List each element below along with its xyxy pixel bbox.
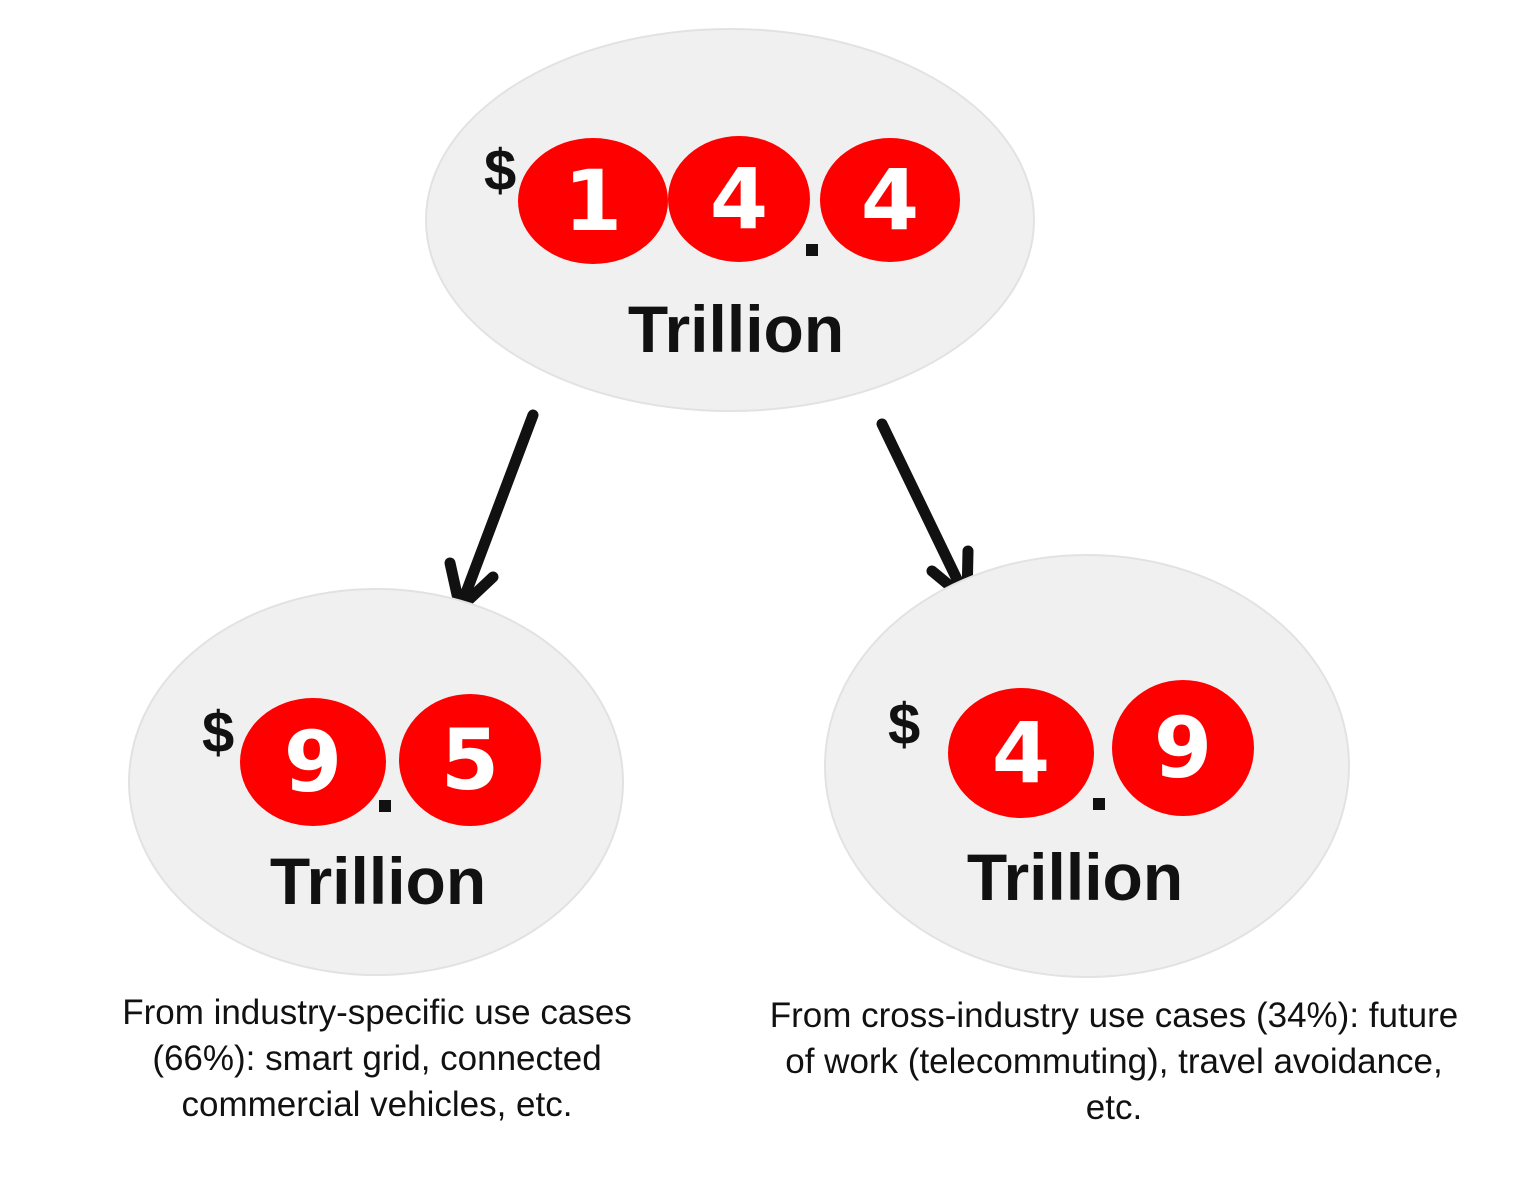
total-decimal-point [806,244,818,256]
arrow-total-to-left [444,409,539,619]
left-unit-label: Trillion [269,844,487,918]
right-unit-label: Trillion [966,840,1184,914]
total-digit-2: 4 [668,136,810,262]
right-currency-symbol: $ [888,692,921,757]
left-currency-symbol: $ [202,700,235,765]
right-caption: From cross-industry use cases (34%): fut… [769,996,1459,1128]
total-digit-1: 1 [518,138,668,264]
left-digit-2: 5 [399,694,541,826]
arrow-total-to-right [876,418,974,612]
right-decimal-point [1093,798,1105,810]
left-digit-1: 9 [240,698,386,826]
right-digit-2: 9 [1112,680,1254,816]
left-decimal-point [379,800,391,812]
total-digit-3: 4 [820,138,960,262]
left-caption: From industry-specific use cases (66%): … [122,993,632,1125]
right-digit-1: 4 [948,688,1094,818]
total-currency-symbol: $ [484,138,517,203]
total-unit-label: Trillion [627,292,845,366]
